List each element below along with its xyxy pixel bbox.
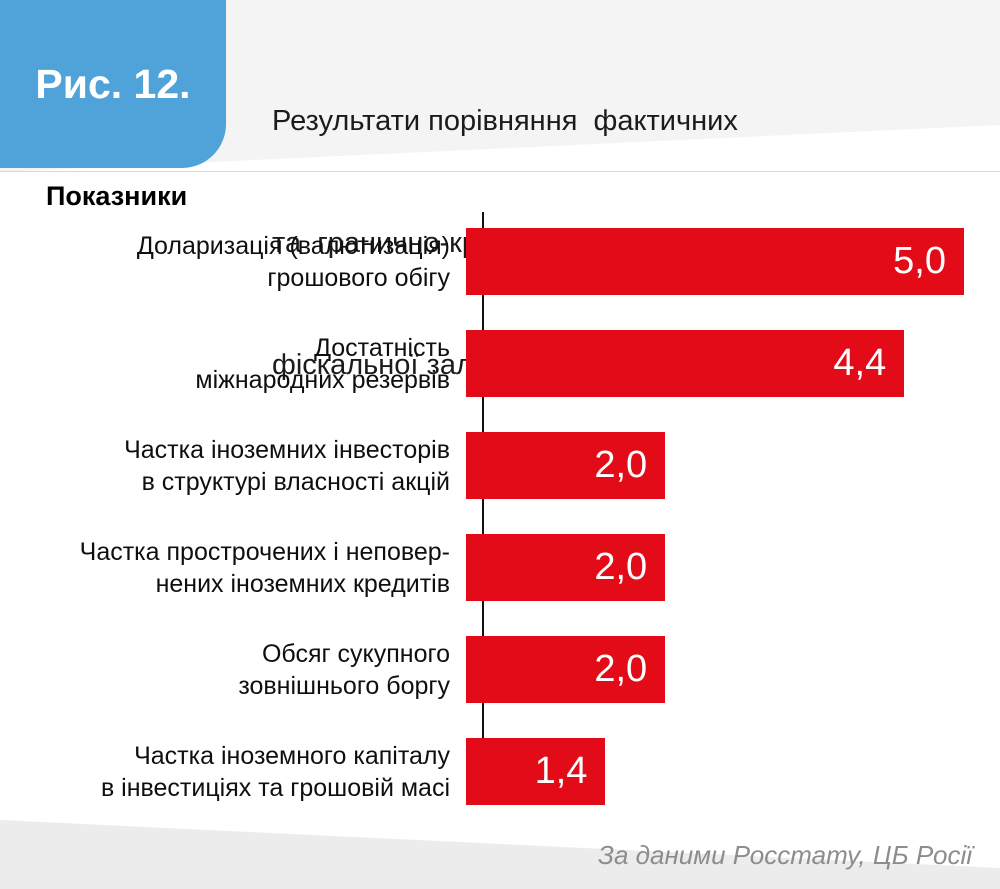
header-divider	[0, 171, 1000, 172]
value-label: 1,4	[534, 750, 588, 792]
category-label: Частка іноземного капіталу в інвестиціях …	[0, 738, 466, 805]
bar: 4,4	[466, 330, 905, 397]
plot-area: 4,4	[466, 330, 1000, 397]
plot-area: 2,0	[466, 636, 1000, 703]
category-label: Частка прострочених і неповер-нених іноз…	[0, 534, 466, 601]
category-label-line: нених іноземних кредитів	[155, 569, 450, 598]
chart-row: Частка прострочених і неповер-нених іноз…	[0, 534, 1000, 601]
category-label-line: в структурі власності акцій	[141, 467, 450, 496]
category-label-line: міжнародних резервів	[195, 365, 450, 394]
category-label-line: зовнішнього боргу	[238, 671, 450, 700]
value-label: 5,0	[893, 240, 946, 282]
category-label: Доларизація (валютизація) грошового обігу	[0, 228, 466, 295]
value-label: 4,4	[833, 342, 887, 384]
category-label-line: Доларизація (валютизація)	[136, 231, 450, 260]
category-label: Частка іноземних інвесторів в структурі в…	[0, 432, 466, 499]
value-label: 2,0	[594, 546, 648, 588]
plot-area: 1,4	[466, 738, 1000, 805]
bar: 2,0	[466, 636, 666, 703]
figure-number-label: Рис. 12.	[35, 60, 191, 107]
bottom-band-shape	[0, 820, 1000, 889]
source-note: За даними Росстату, ЦБ Росії	[598, 840, 972, 870]
bar: 2,0	[466, 534, 666, 601]
chart-title-line-1: Результати порівняння фактичних	[272, 105, 738, 138]
value-label: 2,0	[594, 444, 648, 486]
category-label: Достатність міжнародних резервів	[0, 330, 466, 397]
chart-row: Частка іноземних інвесторів в структурі в…	[0, 432, 1000, 499]
bar-chart: Доларизація (валютизація) грошового обігу…	[0, 228, 1000, 840]
category-label-line: грошового обігу	[267, 263, 450, 292]
category-label-line: в інвестиціях та грошовій масі	[100, 773, 450, 802]
chart-row: Частка іноземного капіталу в інвестиціях …	[0, 738, 1000, 805]
plot-area: 2,0	[466, 534, 1000, 601]
chart-row: Достатність міжнародних резервів 4,4	[0, 330, 1000, 397]
bar: 5,0	[466, 228, 964, 295]
value-label: 2,0	[594, 648, 648, 690]
category-label-line: Частка прострочених і неповер-	[79, 537, 450, 566]
bar: 1,4	[466, 738, 606, 805]
category-label-line: Обсяг сукупного	[261, 639, 450, 668]
plot-area: 5,0	[466, 228, 1000, 295]
category-label-line: Частка іноземних інвесторів	[124, 435, 450, 464]
chart-row: Доларизація (валютизація) грошового обігу…	[0, 228, 1000, 295]
plot-area: 2,0	[466, 432, 1000, 499]
chart-row: Обсяг сукупного зовнішнього боргу 2,0	[0, 636, 1000, 703]
figure-number-badge: Рис. 12.	[0, 0, 226, 168]
category-label: Обсяг сукупного зовнішнього боргу	[0, 636, 466, 703]
category-label-line: Частка іноземного капіталу	[134, 741, 450, 770]
category-label-line: Достатність	[314, 333, 450, 362]
axis-header-label: Показники	[46, 181, 188, 211]
top-band-shape	[0, 0, 1000, 172]
bar: 2,0	[466, 432, 666, 499]
